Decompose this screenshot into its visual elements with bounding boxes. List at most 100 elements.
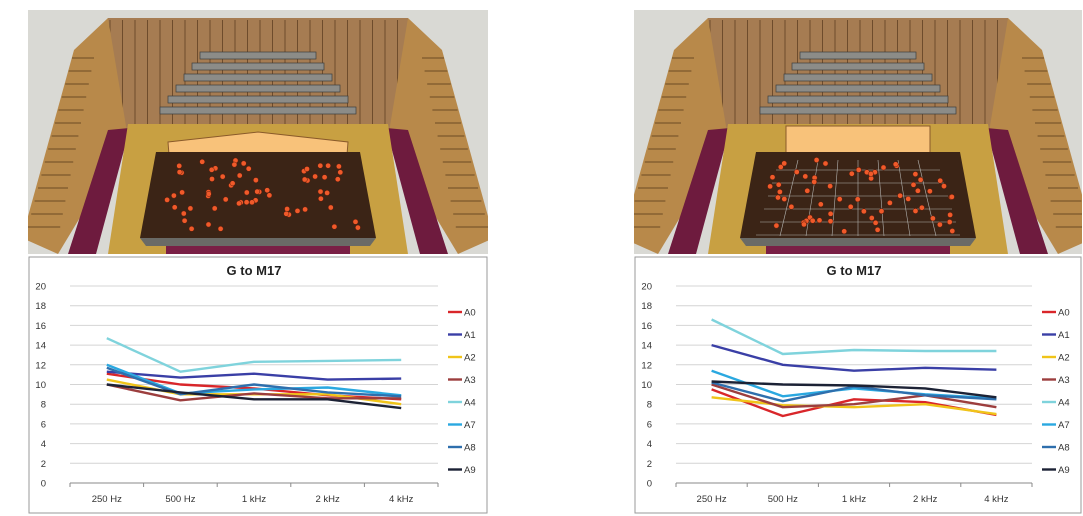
musician-marker [880, 164, 887, 171]
y-tick-label: 12 [641, 360, 652, 371]
musician-marker [822, 160, 829, 167]
musician-marker [769, 174, 776, 181]
x-tick-label: 500 Hz [165, 494, 195, 505]
musician-marker [176, 163, 183, 169]
musician-marker [336, 163, 342, 170]
y-tick-label: 0 [41, 479, 46, 490]
musician-marker [187, 205, 194, 212]
musician-marker [777, 189, 783, 195]
musician-marker [284, 206, 290, 212]
x-tick-label: 250 Hz [697, 494, 727, 505]
y-tick-label: 6 [647, 419, 652, 430]
legend-label: A0 [464, 308, 476, 319]
musician-marker [919, 204, 925, 211]
y-tick-label: 2 [647, 459, 652, 470]
musician-marker [949, 194, 955, 200]
y-tick-label: 16 [35, 321, 46, 332]
legend-label: A1 [1058, 330, 1070, 341]
musician-marker [868, 171, 874, 177]
y-tick-label: 10 [35, 380, 46, 391]
stage-grid-line [877, 159, 885, 237]
musician-marker [304, 166, 310, 172]
musician-marker [946, 219, 953, 225]
musician-marker [804, 187, 811, 194]
y-tick-label: 8 [41, 400, 46, 411]
choir-seat-row [783, 73, 933, 82]
musician-marker [947, 212, 953, 218]
musician-marker [917, 176, 924, 183]
x-tick-label: 1 kHz [842, 494, 867, 505]
y-tick-label: 6 [41, 419, 46, 430]
series-line-a4 [711, 318, 997, 356]
musician-marker [301, 176, 308, 183]
series-line-a3 [106, 383, 402, 402]
musician-marker [811, 179, 818, 185]
y-tick-label: 2 [41, 459, 46, 470]
y-tick-label: 18 [35, 301, 46, 312]
musician-marker [171, 204, 178, 211]
musician-marker [209, 176, 215, 182]
musician-marker [937, 177, 944, 184]
musician-marker [872, 219, 879, 226]
musician-marker [855, 167, 862, 173]
x-tick-label: 500 Hz [768, 494, 798, 505]
musician-marker [337, 169, 344, 176]
musician-marker [773, 222, 780, 229]
musician-marker [205, 191, 212, 197]
choir-seat-row [775, 84, 941, 93]
choir-seat-row [167, 95, 349, 104]
musician-marker [249, 199, 255, 206]
musician-marker [205, 221, 212, 228]
series-line-a7 [106, 363, 402, 397]
legend-label: A7 [1058, 420, 1070, 431]
legend-label: A7 [464, 420, 476, 431]
musician-marker [816, 217, 823, 224]
choir-seat-row [159, 106, 357, 115]
y-tick-label: 8 [647, 400, 652, 411]
legend-label: A0 [1058, 308, 1070, 319]
series-line-a2 [711, 396, 997, 416]
musician-marker [868, 215, 875, 221]
musician-marker [841, 228, 848, 235]
musician-marker [949, 228, 956, 234]
musician-marker [775, 181, 782, 188]
stage-front [740, 238, 976, 246]
balcony-left [68, 128, 130, 254]
x-tick-label: 2 kHz [315, 494, 340, 505]
right-figure-panel: 0 2 4 6 8 10 12 14 16 18 20 250 Hz 500 Hz 1 kHz 2 kHz 4… [634, 0, 1082, 516]
x-tick-label: 4 kHz [389, 494, 414, 505]
y-tick-label: 14 [35, 341, 46, 352]
choir-seat-row [799, 51, 917, 60]
musician-marker [236, 172, 243, 179]
stage-grid-line [805, 159, 819, 237]
musician-marker [781, 160, 788, 167]
legend-label: A9 [464, 465, 476, 476]
legend-label: A8 [1058, 443, 1070, 454]
musician-marker [910, 181, 917, 188]
musician-marker [317, 162, 324, 169]
musician-marker [240, 160, 247, 167]
legend-label: A3 [464, 375, 476, 386]
musician-marker [927, 188, 933, 195]
side-wall-left [634, 18, 728, 254]
musician-marker [171, 192, 177, 199]
x-tick-label: 2 kHz [913, 494, 938, 505]
choir-seat-row [191, 62, 325, 71]
series-line-a9 [711, 380, 997, 399]
musician-marker [848, 170, 855, 177]
musician-marker [334, 176, 341, 183]
musician-marker [318, 195, 324, 202]
y-tick-label: 16 [641, 321, 652, 332]
musician-marker [355, 224, 361, 231]
musician-marker [188, 225, 195, 232]
musician-marker [199, 158, 206, 165]
musician-marker [836, 196, 843, 202]
musician-marker [809, 217, 816, 224]
musician-marker [217, 225, 224, 232]
musician-marker [327, 204, 334, 211]
musician-marker [312, 173, 318, 180]
stage-grid-line [831, 159, 839, 237]
musician-marker [788, 203, 795, 210]
musician-marker [781, 196, 788, 202]
chart-title: G to M17 [227, 263, 282, 278]
